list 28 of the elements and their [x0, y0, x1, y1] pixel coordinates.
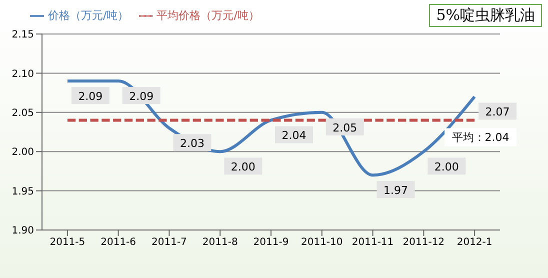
- legend-label: 价格（万元/吨）: [48, 9, 129, 22]
- x-tick-label: 2011-8: [202, 237, 238, 248]
- y-tick-label: 2.00: [12, 147, 34, 158]
- x-tick-label: 2011-6: [100, 237, 136, 248]
- x-tick-label: 2011-9: [253, 237, 289, 248]
- annotation: 平均：2.04: [452, 131, 510, 144]
- x-tick-label: 2011-12: [402, 237, 445, 248]
- y-tick-label: 2.05: [12, 108, 34, 119]
- x-tick-label: 2011-7: [152, 237, 187, 248]
- chart-title: 5%啶虫脒乳油: [429, 4, 542, 27]
- data-label: 2.00: [434, 160, 459, 174]
- data-label: 2.04: [282, 129, 306, 142]
- x-tick-label: 2011-11: [352, 237, 394, 248]
- y-tick-label: 2.15: [12, 30, 34, 41]
- data-label: 2.00: [230, 160, 256, 174]
- y-tick-label: 1.95: [12, 186, 34, 198]
- data-label: 2.09: [129, 90, 154, 104]
- x-tick-label: 2011-5: [50, 237, 86, 248]
- data-label: 2.07: [485, 106, 510, 119]
- data-label: 2.09: [78, 90, 103, 104]
- x-tick-label: 2011-10: [300, 237, 343, 248]
- legend-label: 平均价格（万元/吨）: [156, 9, 260, 22]
- data-label: 1.97: [384, 184, 408, 198]
- data-label: 2.03: [180, 137, 204, 150]
- data-label: 2.05: [332, 121, 358, 134]
- x-tick-label: 2012-1: [456, 237, 492, 248]
- y-tick-label: 1.90: [12, 226, 34, 237]
- y-tick-label: 2.10: [12, 68, 34, 80]
